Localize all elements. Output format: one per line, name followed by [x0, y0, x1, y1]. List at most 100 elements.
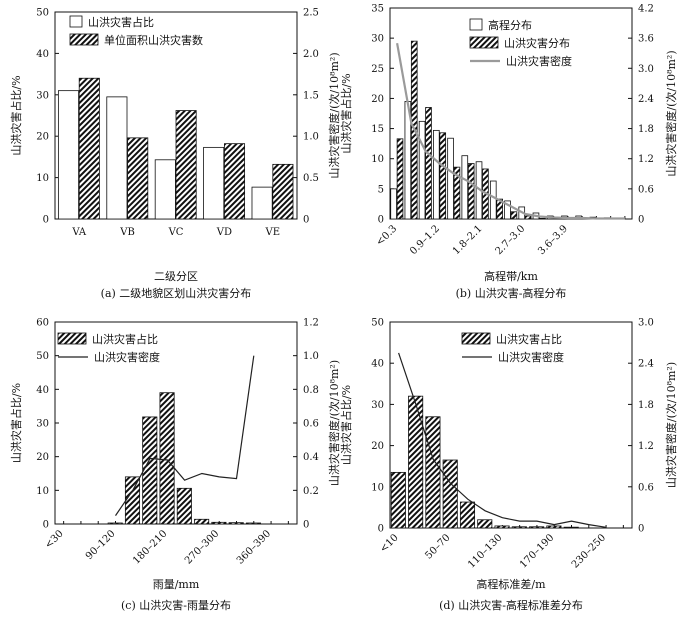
bar-hatch-210–240	[176, 487, 192, 525]
legend-label: 山洪灾害密度	[506, 54, 572, 68]
y2-tick-label: 0	[303, 215, 309, 226]
y-tick-label: 0	[378, 215, 384, 226]
y-tick-label: 50	[36, 351, 49, 362]
legend-swatch	[69, 33, 99, 46]
y-tick-label: 20	[371, 94, 384, 105]
x-tick-label: 90–120	[84, 528, 118, 562]
panel-caption: (d) 山洪灾害-高程标准差分布	[439, 598, 583, 612]
bar-open-0.9–1.2	[433, 129, 440, 220]
bar-hatch-190–210	[563, 526, 579, 529]
y-tick-label: 20	[371, 441, 384, 452]
y-tick-label: 60	[36, 318, 49, 329]
y2-tick-label: 3.0	[638, 64, 654, 75]
y-axis-title: 山洪灾害占比/%	[9, 75, 23, 155]
legend-swatch	[469, 36, 499, 49]
y2-tick-label: 0	[638, 524, 644, 535]
bar-hatch-10–30	[408, 395, 424, 529]
bar-open-2.1–2.4	[489, 180, 497, 220]
plot-frame	[54, 321, 298, 525]
bar-open-VB	[106, 96, 128, 220]
y2-tick-label: 1.8	[638, 124, 654, 135]
bar-hatch-130–150	[511, 526, 527, 529]
x-axis-title: 高程带/km	[484, 269, 538, 283]
legend-label: 单位面积山洪灾害数	[104, 33, 203, 47]
x-axis-title: 二级分区	[154, 270, 198, 283]
y2-tick-label: 1.2	[638, 154, 654, 165]
y2-tick-label: 0.5	[303, 173, 319, 184]
y2-tick-label: 0.6	[638, 184, 654, 195]
bar-hatch-VB	[127, 137, 149, 220]
bar-hatch-50–70	[442, 459, 458, 529]
line-山洪灾害密度	[115, 355, 255, 516]
bar-hatch-2.7–3.0	[524, 215, 532, 220]
bar-hatch-110–130	[494, 525, 510, 529]
y-tick-label: 10	[36, 486, 49, 497]
bar-hatch-90–120	[107, 522, 123, 525]
legend-swatch	[469, 18, 483, 31]
x-tick-label: 230–250	[570, 532, 608, 570]
y2-tick-label: 0.8	[303, 385, 319, 396]
x-tick-label: 360–390	[235, 528, 273, 566]
y2-tick-label: 2.5	[303, 8, 319, 19]
legend-label: 山洪灾害占比	[92, 332, 158, 346]
x-tick-label: 50–70	[423, 532, 452, 561]
y2-axis-title: 山洪灾害密度/(次/10⁸m²)	[327, 360, 341, 486]
y2-tick-label: 1.5	[303, 90, 319, 101]
x-tick-label: 1.8–2.1	[451, 223, 485, 257]
legend-swatch	[461, 332, 491, 345]
bar-open-VC	[154, 159, 176, 220]
y-tick-label: 20	[36, 452, 49, 463]
x-axis-title: 雨量/mm	[153, 578, 200, 591]
bar-hatch-270–300	[211, 521, 227, 525]
line-山洪灾害密度	[396, 43, 625, 220]
y2-tick-label: 0.4	[303, 452, 319, 463]
bar-open-0.6–0.9	[418, 120, 426, 220]
y-tick-label: 0	[43, 520, 49, 531]
y2-axis-title: 山洪灾害密度/(次/10⁸m²)	[664, 362, 678, 488]
y-tick-label: 40	[36, 385, 49, 396]
bar-hatch-2.1–2.4	[496, 198, 503, 220]
y-tick-label: 10	[36, 173, 49, 184]
bar-hatch-<10	[390, 471, 406, 529]
y2-tick-label: 0.6	[638, 482, 654, 493]
y2-tick-label: 1.2	[638, 441, 654, 452]
y-axis-title: 山洪灾害占比/%	[339, 385, 353, 465]
bar-hatch-<0.3	[396, 138, 404, 220]
x-tick-label: VE	[265, 227, 281, 238]
bar-hatch-30–50	[425, 416, 441, 529]
legend-swatch	[57, 332, 87, 345]
y-tick-label: 50	[36, 8, 49, 19]
panel-caption: (a) 二级地貌区划山洪灾害分布	[101, 286, 252, 300]
x-tick-label: 110–130	[466, 532, 504, 570]
y-axis-title: 山洪灾害占比/%	[9, 383, 23, 463]
y2-tick-label: 2.0	[303, 49, 319, 60]
y-tick-label: 0	[43, 215, 49, 226]
bar-hatch-VE	[272, 163, 294, 220]
y2-tick-label: 1.8	[638, 400, 654, 411]
y2-tick-label: 2.4	[638, 359, 654, 370]
y2-tick-label: 1.2	[303, 318, 319, 329]
chart-panel-a: 0 10 20 30 40 50 0 0.5 1.0 1.5 2.0 2.5 VA VB VC VD VE 山洪灾…	[9, 8, 341, 301]
y-tick-label: 50	[371, 318, 384, 329]
legend-label: 高程分布	[488, 18, 532, 32]
y-tick-label: 5	[378, 184, 384, 195]
panel-caption: (b) 山洪灾害-高程分布	[456, 286, 567, 300]
bar-hatch-180–210	[159, 392, 175, 525]
legend-swatch	[69, 15, 83, 28]
x-tick-label: VD	[216, 227, 232, 238]
bar-hatch-150–180	[142, 416, 158, 525]
bar-hatch-VA	[78, 77, 100, 220]
legend-label: 山洪灾害密度	[94, 350, 160, 364]
y2-tick-label: 2.4	[638, 94, 654, 105]
panel-caption: (c) 山洪灾害-雨量分布	[121, 598, 231, 612]
bar-hatch-3.0–3.3	[539, 217, 546, 220]
y2-tick-label: 1.0	[303, 351, 319, 362]
bar-open-2.4–2.7	[504, 200, 511, 220]
y-tick-label: 30	[36, 90, 49, 101]
x-tick-label: VB	[119, 227, 135, 238]
bar-open-VA	[57, 90, 80, 220]
y-tick-label: 30	[36, 419, 49, 430]
line-山洪灾害密度	[398, 352, 607, 528]
y-tick-label: 15	[371, 124, 384, 135]
